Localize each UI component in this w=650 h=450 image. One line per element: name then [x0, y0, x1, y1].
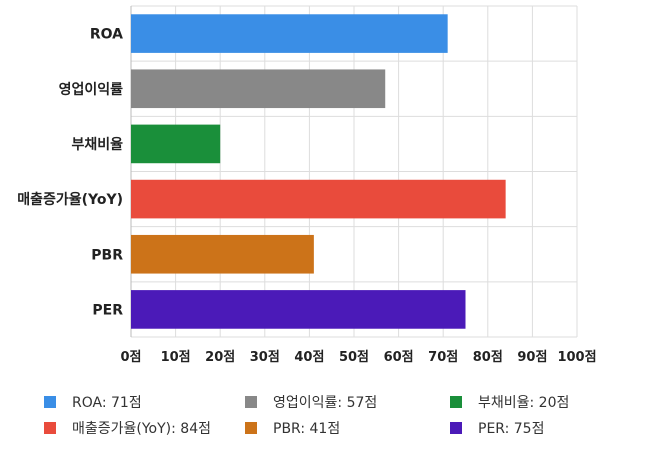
x-tick-label: 60점: [384, 350, 414, 365]
legend-swatch: [450, 422, 462, 434]
legend-label: 영업이익률: 57점: [273, 395, 378, 411]
x-tick-label: 10점: [161, 350, 191, 365]
legend-swatch: [44, 396, 56, 408]
bar: [131, 124, 221, 164]
category-label: PER: [92, 302, 123, 318]
x-tick-label: 0점: [120, 350, 141, 365]
x-tick-label: 20점: [205, 350, 235, 365]
legend-label: PBR: 41점: [273, 421, 341, 437]
category-label: 영업이익률: [59, 81, 124, 98]
category-label: 매출증가율(YoY): [17, 191, 123, 208]
x-tick-label: 50점: [339, 350, 369, 365]
bar: [131, 69, 386, 109]
grid-lines: [130, 5, 578, 338]
category-label: PBR: [91, 247, 123, 263]
category-label: ROA: [90, 27, 123, 43]
x-tick-label: 40점: [294, 350, 324, 365]
legend-label: 부채비율: 20점: [478, 395, 570, 411]
legend-item: 매출증가율(YoY): 84점: [44, 418, 211, 438]
legend-swatch: [245, 396, 257, 408]
legend-label: PER: 75점: [478, 421, 545, 437]
x-tick-labels: 0점 10점 20점 30점 40점 50점 60점 70점 80점 90점 100점: [120, 350, 596, 365]
legend-label: 매출증가율(YoY): 84점: [72, 421, 211, 437]
legend-item: PBR: 41점: [245, 418, 340, 438]
bar: [131, 290, 466, 329]
legend-item: PER: 75점: [450, 418, 544, 438]
legend-item: 영업이익률: 57점: [245, 392, 377, 412]
legend-label: ROA: 71점: [72, 395, 142, 411]
x-tick-label: 100점: [557, 350, 596, 365]
x-tick-label: 80점: [473, 350, 503, 365]
bars: [131, 14, 506, 329]
legend-swatch: [44, 422, 56, 434]
legend-item: 부채비율: 20점: [450, 392, 569, 412]
legend-item: ROA: 71점: [44, 392, 142, 412]
legend-swatch: [450, 396, 462, 408]
x-tick-label: 30점: [250, 350, 280, 365]
x-tick-label: 90점: [517, 350, 547, 365]
bar: [131, 179, 506, 219]
category-label: 부채비율: [71, 136, 123, 153]
x-tick-label: 70점: [428, 350, 458, 365]
legend-swatch: [245, 422, 257, 434]
bar: [131, 14, 448, 53]
bar: [131, 234, 314, 274]
